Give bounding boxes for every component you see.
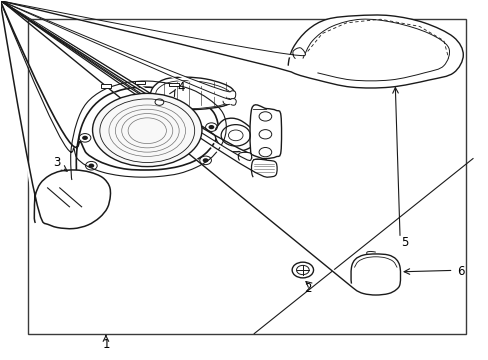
PathPatch shape (292, 48, 305, 59)
PathPatch shape (287, 15, 462, 88)
Bar (135, 81, 144, 84)
Text: 3: 3 (54, 156, 61, 168)
PathPatch shape (251, 159, 277, 179)
Circle shape (223, 98, 231, 105)
PathPatch shape (34, 170, 110, 229)
PathPatch shape (350, 254, 400, 295)
PathPatch shape (149, 77, 234, 109)
PathPatch shape (249, 105, 281, 162)
Circle shape (155, 99, 163, 105)
Text: 4: 4 (177, 81, 184, 94)
PathPatch shape (214, 118, 256, 152)
Circle shape (82, 136, 88, 140)
Ellipse shape (92, 93, 202, 167)
Circle shape (202, 158, 208, 162)
PathPatch shape (230, 99, 236, 105)
Text: 6: 6 (456, 265, 464, 278)
Bar (169, 83, 179, 86)
Circle shape (208, 125, 214, 129)
PathPatch shape (238, 152, 251, 161)
Bar (28, 19, 465, 334)
Text: 5: 5 (401, 236, 408, 249)
Circle shape (88, 163, 94, 168)
Text: 2: 2 (304, 283, 311, 296)
Text: 1: 1 (102, 338, 109, 351)
PathPatch shape (76, 87, 218, 180)
Bar (101, 84, 111, 88)
PathPatch shape (230, 91, 235, 99)
